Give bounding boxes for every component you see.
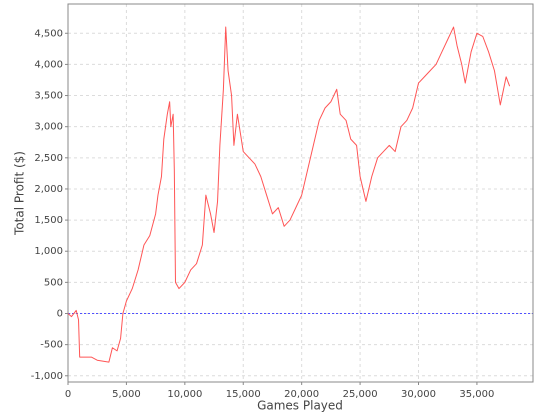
profit-line (67, 26, 511, 363)
plot-border (67, 3, 534, 383)
x-tick-label: 25,000 (343, 389, 378, 400)
y-tick-label: 4,000 (34, 59, 63, 70)
y-tick-label: -500 (40, 340, 63, 351)
x-tick-label: 35,000 (459, 389, 494, 400)
y-tick-label: 0 (57, 308, 63, 319)
y-tick-label: 1,000 (34, 246, 63, 257)
y-tick-label: 4,500 (34, 28, 63, 39)
y-tick-label: 1,500 (34, 215, 63, 226)
x-tick-label: 20,000 (284, 389, 319, 400)
y-tick-label: -1,000 (31, 371, 63, 382)
y-tick-label: 3,500 (34, 91, 63, 102)
x-tick-label: 10,000 (167, 389, 202, 400)
y-tick-label: 2,000 (34, 184, 63, 195)
x-tick-label: 30,000 (401, 389, 436, 400)
plot-area (68, 4, 533, 382)
x-axis-title: Games Played (257, 399, 343, 413)
x-tick-label: 0 (65, 389, 71, 400)
x-tick-label: 15,000 (226, 389, 261, 400)
y-tick-label: 2,500 (34, 153, 63, 164)
y-tick-label: 3,000 (34, 122, 63, 133)
y-tick-label: 500 (44, 277, 63, 288)
y-axis-title: Total Profit ($) (13, 151, 27, 236)
x-tick-label: 5,000 (112, 389, 141, 400)
